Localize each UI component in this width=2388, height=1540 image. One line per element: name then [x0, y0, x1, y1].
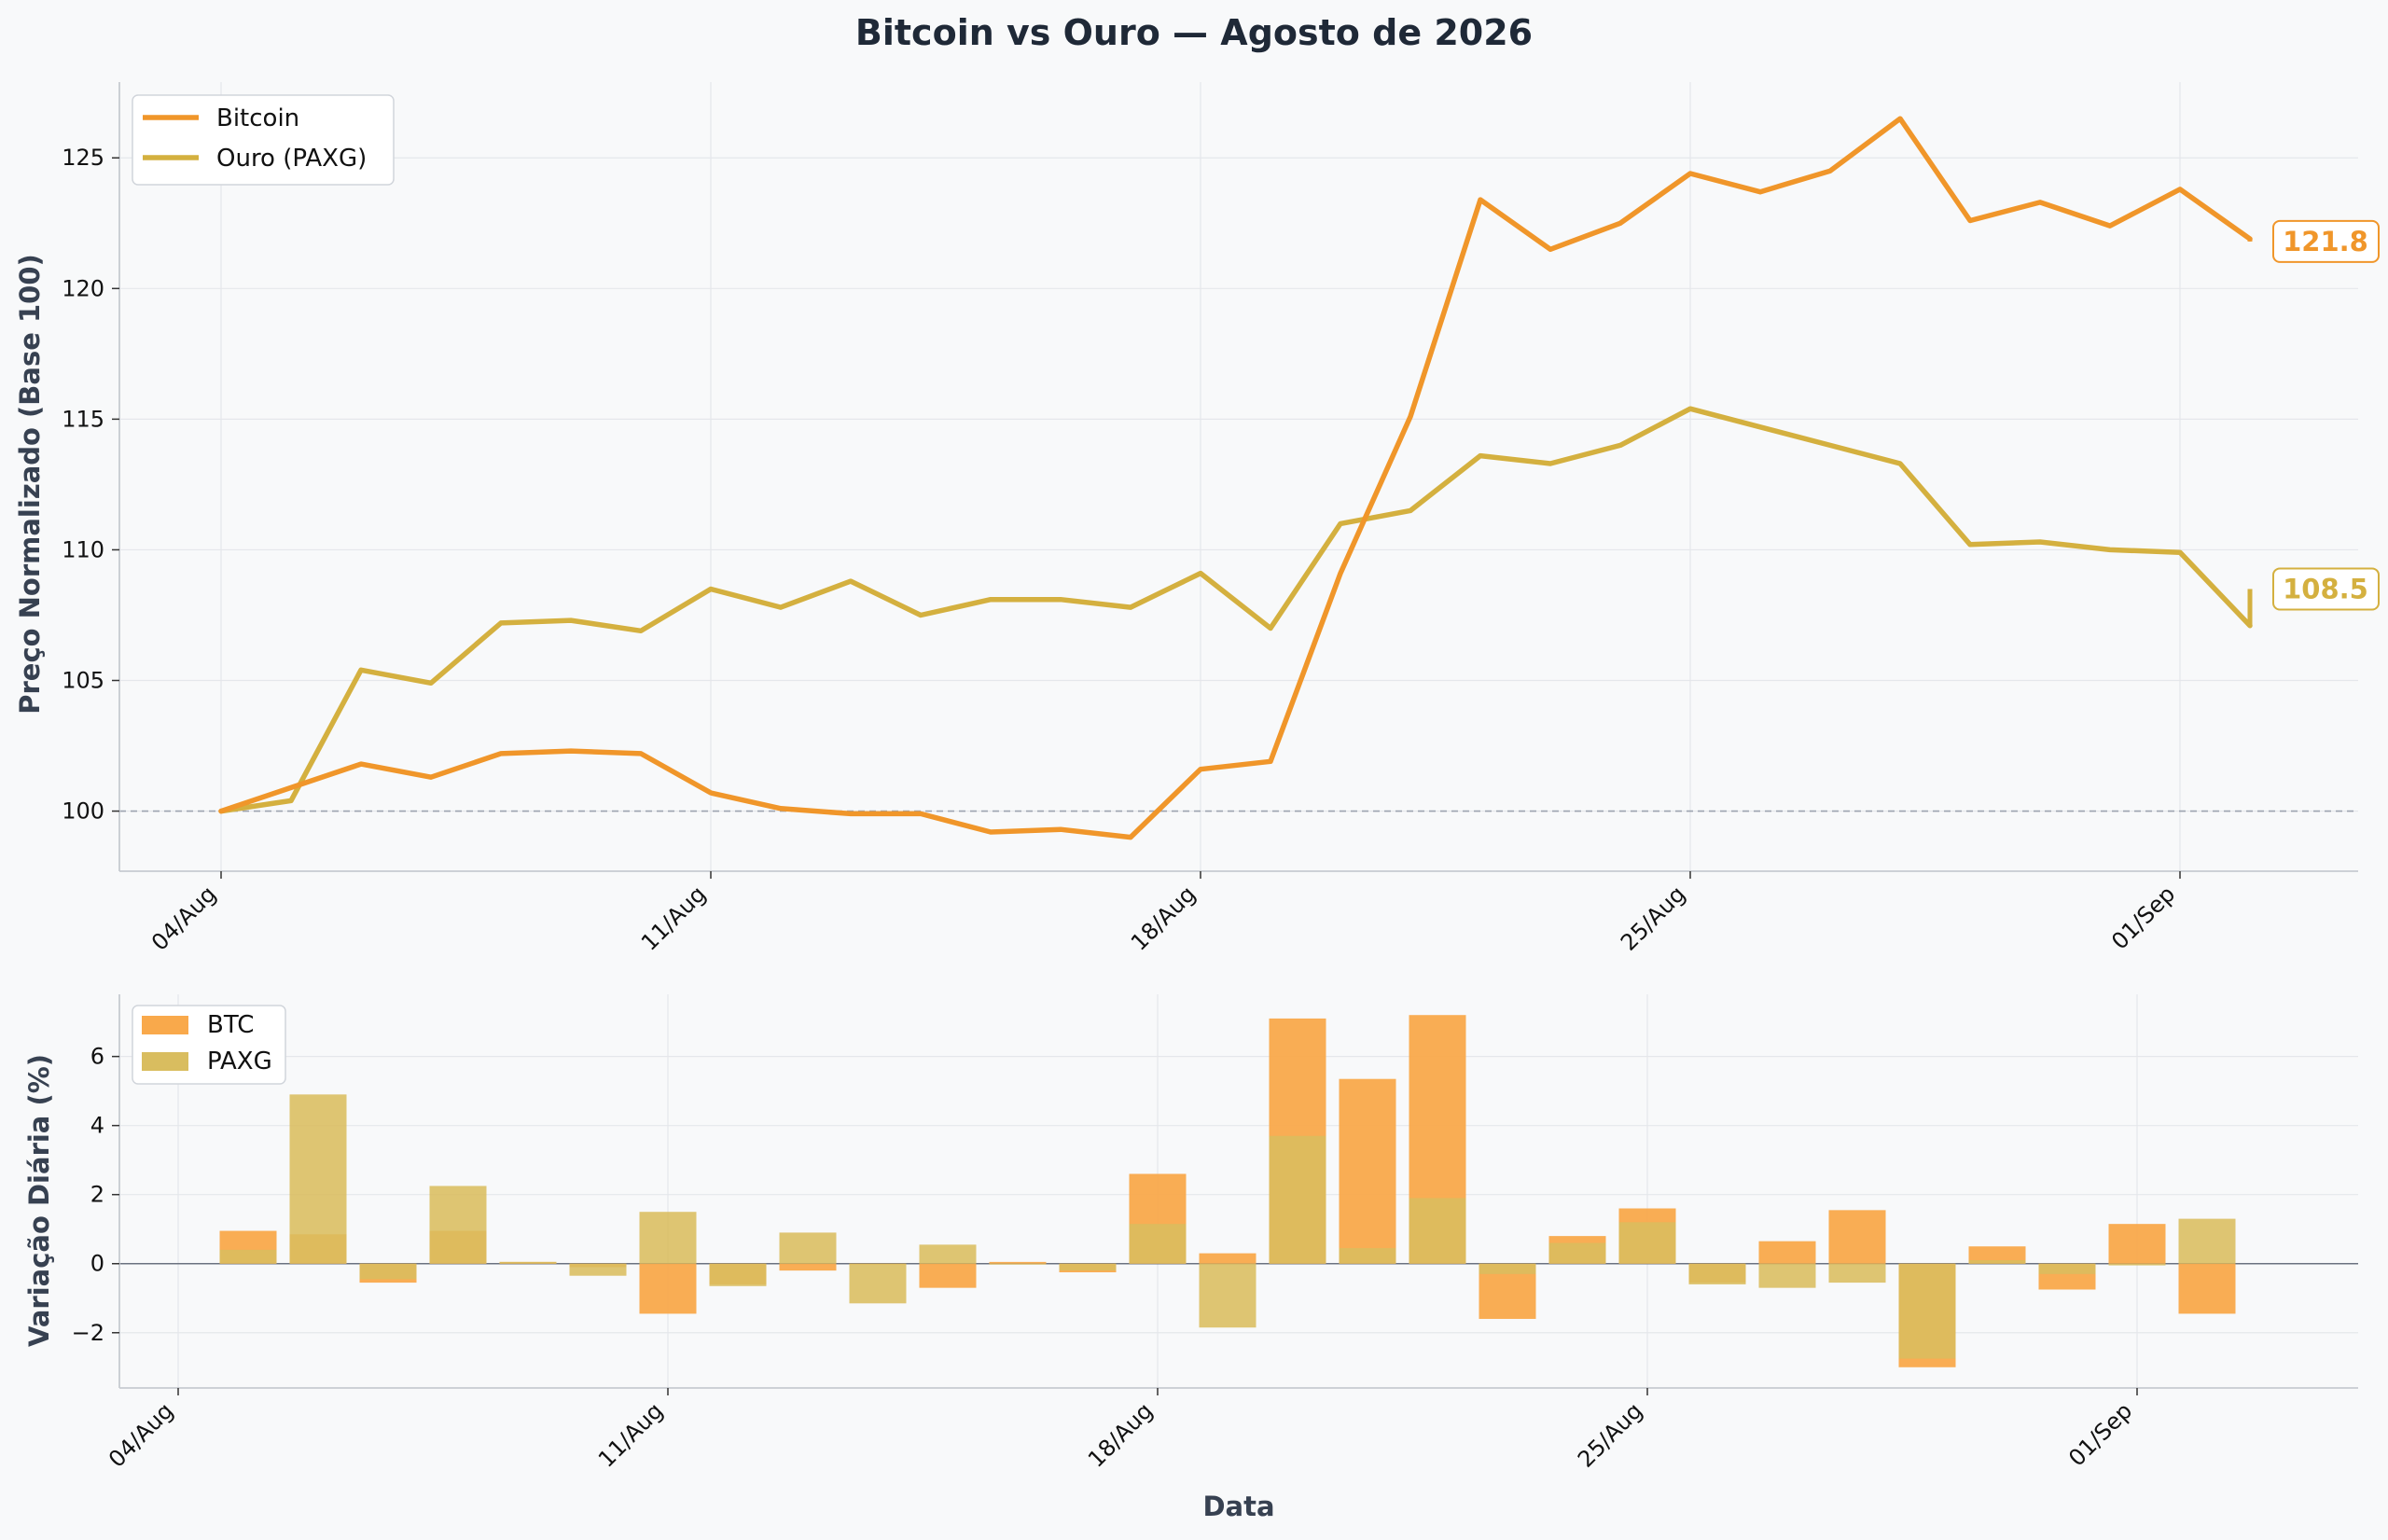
bar-btc [2108, 1224, 2166, 1264]
bar-paxg [2108, 1263, 2166, 1266]
bar-btc [639, 1263, 697, 1314]
bar-paxg [2178, 1218, 2236, 1264]
end-label-box-ouro [2272, 567, 2380, 611]
top-ylabel: Preço Normalizado (Base 100) [14, 254, 46, 715]
bar-paxg [499, 1261, 557, 1264]
bar-paxg [1548, 1242, 1606, 1264]
bar-paxg [1758, 1263, 1816, 1288]
bar-paxg [919, 1244, 977, 1264]
bar-paxg [639, 1212, 697, 1264]
bar-btc [1199, 1253, 1256, 1264]
bar-paxg [1828, 1263, 1886, 1283]
top-ytick-label: 110 [62, 536, 104, 562]
series-line-bitcoin [218, 116, 2253, 840]
bottom-ytick-label: 6 [90, 1044, 104, 1070]
bar-paxg [219, 1249, 277, 1264]
legend-swatch-btc [142, 1016, 188, 1034]
legend-label-paxg: PAXG [207, 1047, 272, 1075]
bar-btc [1828, 1210, 1886, 1264]
top-ytick-label: 120 [62, 275, 104, 301]
bar-paxg [2038, 1263, 2096, 1274]
bar-paxg [1479, 1263, 1536, 1274]
top-ytick-label: 115 [62, 406, 104, 432]
end-label-box-bitcoin [2272, 219, 2380, 263]
bottom-ylabel: Variação Diária (%) [23, 1054, 55, 1347]
legend-label-btc: BTC [207, 1011, 254, 1039]
bottom-ytick-label: 2 [90, 1182, 104, 1208]
bar-paxg [1898, 1263, 1956, 1359]
top-ytick-label: 105 [62, 668, 104, 694]
bar-paxg [289, 1094, 347, 1264]
chart-title: Bitcoin vs Ouro — Agosto de 2026 [855, 12, 1533, 53]
bar-paxg [1409, 1198, 1466, 1264]
top-ytick-label: 125 [62, 145, 104, 171]
bar-btc [1968, 1246, 2026, 1264]
bottom-ytick-label: 4 [90, 1113, 104, 1139]
bar-paxg [1618, 1222, 1676, 1264]
legend-label-ouro: Ouro (PAXG) [216, 145, 367, 173]
top-ytick-label: 100 [62, 798, 104, 825]
bar-btc [1339, 1078, 1396, 1264]
bar-paxg [1269, 1135, 1326, 1264]
bar-paxg [1199, 1263, 1256, 1328]
end-label-bitcoin: 121.8 [2283, 226, 2368, 257]
bar-paxg [1339, 1248, 1396, 1264]
bottom-ytick-label: −2 [72, 1320, 104, 1346]
bar-paxg [359, 1263, 417, 1280]
bar-btc [2178, 1263, 2236, 1314]
bar-paxg [1968, 1260, 2026, 1264]
bar-paxg [849, 1263, 907, 1304]
bar-paxg [989, 1263, 1047, 1265]
bar-btc [989, 1261, 1047, 1264]
legend-swatch-paxg [142, 1052, 188, 1071]
bar-btc [919, 1263, 977, 1288]
legend-label-bitcoin: Bitcoin [216, 104, 299, 132]
bar-paxg [1059, 1263, 1117, 1271]
bar-paxg [709, 1263, 767, 1286]
end-label-ouro: 108.5 [2283, 573, 2368, 604]
bar-paxg [569, 1263, 627, 1276]
bottom-xlabel: Data [1202, 1491, 1274, 1522]
bar-btc [1758, 1241, 1816, 1264]
bottom-ytick-label: 0 [90, 1251, 104, 1277]
bar-btc [779, 1263, 837, 1271]
bar-paxg [429, 1186, 487, 1264]
bar-paxg [1129, 1224, 1187, 1264]
series-line-ouro [218, 406, 2253, 814]
bar-paxg [1688, 1263, 1746, 1284]
bar-paxg [779, 1232, 837, 1264]
